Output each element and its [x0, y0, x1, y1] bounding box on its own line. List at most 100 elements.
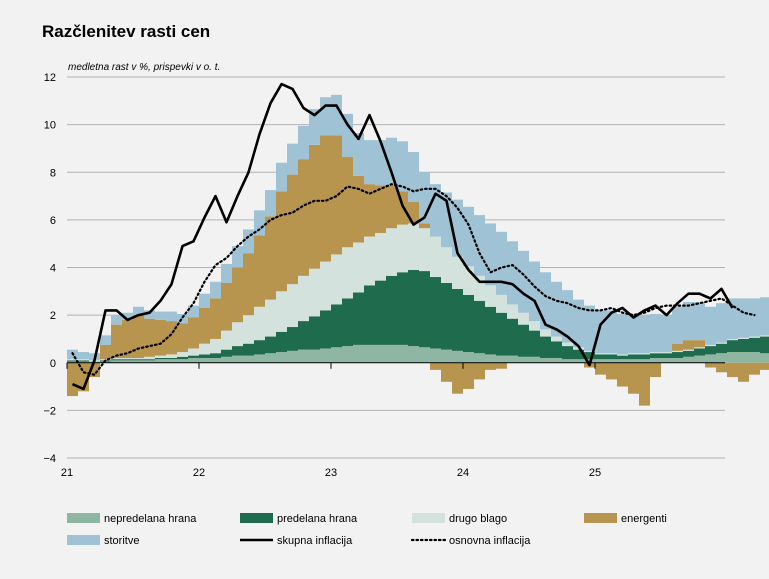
bar-storitve	[584, 305, 595, 351]
bar-nepredelana_hrana	[507, 355, 518, 363]
bar-predelana_hrana	[408, 269, 419, 347]
bar-storitve	[353, 132, 364, 176]
bar-nepredelana_hrana	[243, 355, 254, 363]
bar-predelana_hrana	[727, 340, 738, 353]
legend-label-predelana_hrana: predelana hrana	[277, 513, 358, 525]
y-tick-label: 4	[50, 263, 56, 275]
bar-energenti	[309, 144, 320, 269]
bar-drugo_blago	[67, 359, 78, 361]
bar-energenti	[111, 324, 122, 358]
bar-nepredelana_hrana	[485, 354, 496, 363]
bar-drugo_blago	[672, 350, 683, 353]
bar-energenti	[672, 343, 683, 351]
bar-nepredelana_hrana	[683, 356, 694, 363]
bar-storitve	[529, 261, 540, 322]
legend-label-storitve: storitve	[104, 535, 139, 547]
bar-storitve	[540, 272, 551, 330]
bar-predelana_hrana	[485, 306, 496, 355]
bar-energenti	[408, 202, 419, 224]
bar-predelana_hrana	[650, 353, 661, 358]
bar-predelana_hrana	[441, 282, 452, 350]
bar-drugo_blago	[133, 357, 144, 360]
bar-storitve	[386, 137, 397, 186]
bar-energenti	[463, 362, 474, 389]
bar-predelana_hrana	[760, 336, 769, 354]
bar-storitve	[375, 140, 386, 186]
bar-drugo_blago	[441, 247, 452, 283]
bar-nepredelana_hrana	[232, 355, 243, 363]
bar-storitve	[199, 293, 210, 308]
bar-nepredelana_hrana	[78, 361, 89, 363]
bar-predelana_hrana	[188, 355, 199, 358]
bar-predelana_hrana	[353, 292, 364, 345]
bar-storitve	[452, 199, 463, 257]
bar-drugo_blago	[78, 359, 89, 361]
bar-energenti	[254, 235, 265, 307]
x-tick-label: 23	[325, 467, 337, 479]
bar-drugo_blago	[507, 304, 518, 319]
bar-nepredelana_hrana	[694, 355, 705, 363]
bar-drugo_blago	[518, 312, 529, 325]
bar-nepredelana_hrana	[199, 357, 210, 363]
bar-storitve	[430, 184, 441, 237]
bar-drugo_blago	[485, 285, 496, 307]
bar-predelana_hrana	[177, 356, 188, 360]
bar-storitve	[749, 298, 760, 337]
bar-drugo_blago	[177, 352, 188, 357]
bar-predelana_hrana	[551, 341, 562, 358]
bar-drugo_blago	[430, 236, 441, 278]
bar-drugo_blago	[111, 357, 122, 360]
bar-energenti	[375, 185, 386, 233]
bar-drugo_blago	[342, 247, 353, 299]
legend-label-osnovna: osnovna inflacija	[449, 535, 531, 547]
bar-nepredelana_hrana	[628, 359, 639, 363]
bar-predelana_hrana	[716, 343, 727, 354]
bar-storitve	[78, 352, 89, 360]
bar-predelana_hrana	[430, 277, 441, 349]
bar-nepredelana_hrana	[67, 361, 78, 363]
bar-storitve	[243, 229, 254, 254]
bar-predelana_hrana	[386, 275, 397, 345]
bar-storitve	[166, 311, 177, 322]
bar-drugo_blago	[496, 294, 507, 313]
bar-predelana_hrana	[639, 354, 650, 360]
bar-storitve	[309, 109, 320, 145]
bar-nepredelana_hrana	[705, 354, 716, 363]
bar-predelana_hrana	[67, 360, 78, 362]
bar-drugo_blago	[364, 236, 375, 286]
bar-drugo_blago	[309, 268, 320, 317]
bar-nepredelana_hrana	[408, 346, 419, 363]
bar-energenti	[441, 362, 452, 382]
bar-nepredelana_hrana	[122, 360, 133, 363]
bar-drugo_blago	[144, 356, 155, 360]
bar-nepredelana_hrana	[727, 352, 738, 363]
bar-energenti	[188, 317, 199, 349]
bar-energenti	[243, 253, 254, 316]
bar-predelana_hrana	[397, 272, 408, 345]
bar-nepredelana_hrana	[386, 344, 397, 363]
bar-nepredelana_hrana	[210, 357, 221, 363]
bar-energenti	[155, 319, 166, 356]
bar-storitve	[496, 231, 507, 295]
bar-drugo_blago	[562, 342, 573, 347]
bar-storitve	[661, 315, 672, 353]
legend-label-drugo_blago: drugo blago	[449, 513, 507, 525]
bar-storitve	[705, 306, 716, 345]
bar-predelana_hrana	[254, 340, 265, 355]
bar-energenti	[595, 362, 606, 375]
bar-energenti	[144, 318, 155, 357]
bar-storitve	[694, 302, 705, 341]
bar-energenti	[496, 362, 507, 369]
bar-drugo_blago	[287, 284, 298, 328]
legend-label-nepredelana_hrana: nepredelana hrana	[104, 513, 197, 525]
bar-predelana_hrana	[265, 336, 276, 354]
bar-storitve	[595, 310, 606, 354]
bar-energenti	[287, 174, 298, 285]
bar-storitve	[254, 210, 265, 236]
bar-storitve	[298, 125, 309, 160]
bar-predelana_hrana	[144, 359, 155, 361]
bar-drugo_blago	[694, 347, 705, 349]
bar-energenti	[716, 362, 727, 373]
bar-energenti	[210, 298, 221, 339]
bar-predelana_hrana	[364, 285, 375, 345]
